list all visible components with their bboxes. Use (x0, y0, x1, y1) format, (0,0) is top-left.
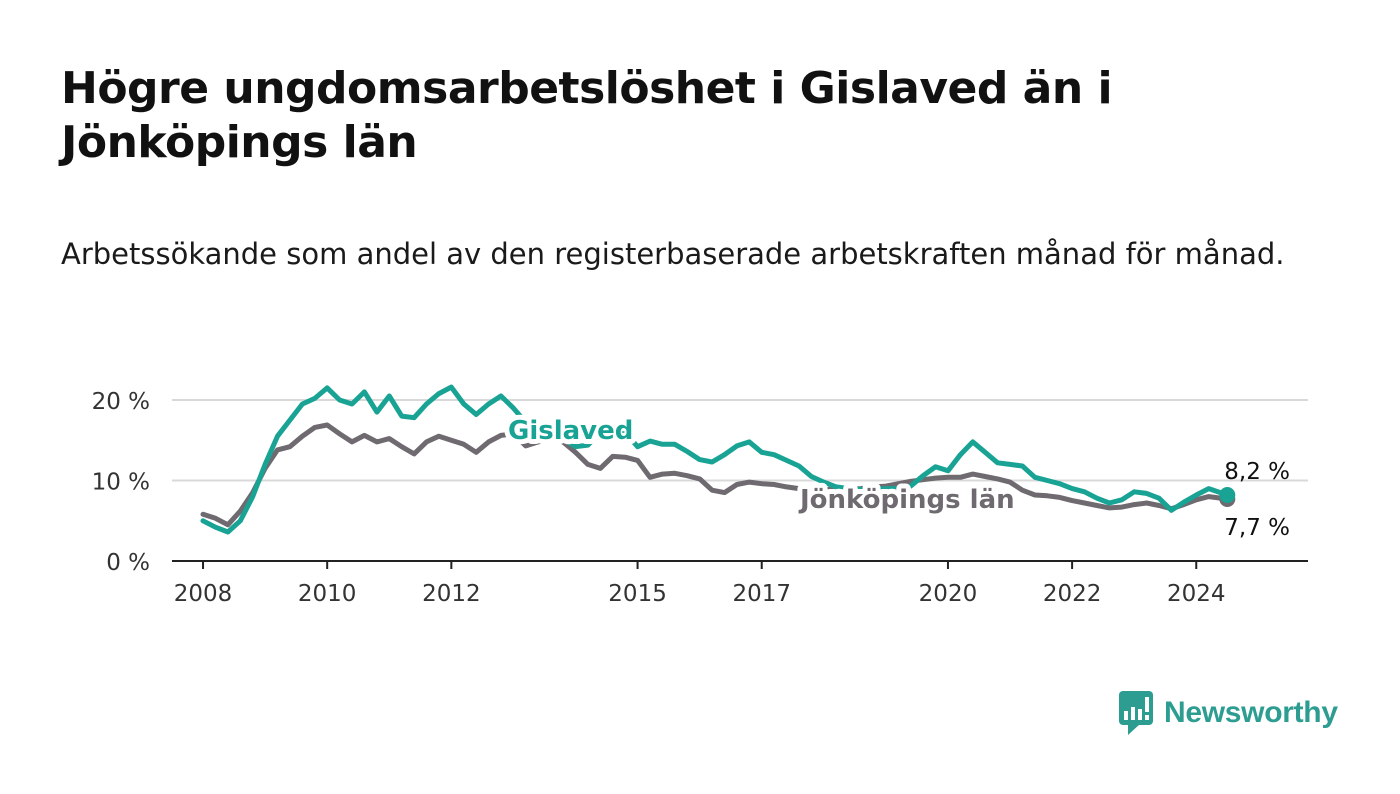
x-tick-label: 2020 (919, 581, 978, 607)
x-tick-label: 2010 (298, 581, 357, 607)
x-tick-label: 2012 (422, 581, 481, 607)
x-tick-label: 2017 (732, 581, 791, 607)
chart-title: Högre ungdomsarbetslöshet i Gislaved än … (61, 63, 1113, 168)
x-tick-label: 2022 (1043, 581, 1102, 607)
series-label-jonkoping: Jönköpings län (798, 485, 1015, 515)
chart-subtitle: Arbetssökande som andel av den registerb… (61, 237, 1285, 271)
end-label-gislaved: 8,2 % (1224, 459, 1290, 485)
y-tick-label: 10 % (92, 470, 150, 496)
bar-chart-bubble-icon (1119, 691, 1153, 735)
end-point-gislaved (1219, 486, 1236, 503)
y-tick-label: 20 % (92, 389, 150, 415)
newsworthy-logo: Newsworthy (1118, 690, 1338, 736)
x-tick-label: 2015 (608, 581, 667, 607)
x-tick-label: 2008 (174, 581, 233, 607)
end-label-jonkoping: 7,7 % (1224, 515, 1290, 541)
x-tick-label: 2024 (1167, 581, 1226, 607)
series-label-gislaved-halo: Gislaved (508, 416, 633, 446)
y-tick-label: 0 % (106, 550, 150, 576)
series-label-jonkoping-halo: Jönköpings län (798, 485, 1015, 515)
series-line-j-nk-pings-l-n (200, 422, 1230, 528)
series-line-gislaved (200, 384, 1230, 535)
logo-text: Newsworthy (1164, 696, 1338, 729)
series-label-gislaved: Gislaved (508, 416, 633, 446)
